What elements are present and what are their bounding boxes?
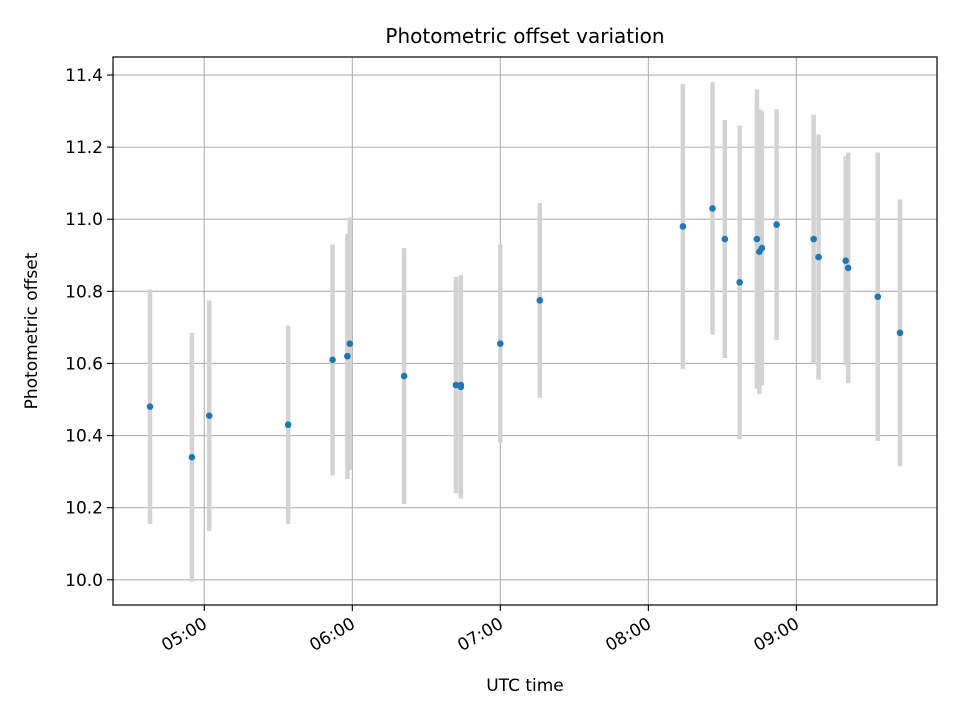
y-tick-label: 10.4 (65, 427, 103, 447)
y-tick-label: 11.0 (65, 210, 103, 230)
data-point (679, 223, 687, 230)
data-point (709, 205, 716, 212)
data-point (874, 293, 882, 301)
data-point (344, 352, 351, 360)
y-tick-label: 11.4 (65, 66, 103, 86)
data-point (753, 235, 761, 243)
data-point (346, 340, 354, 347)
plot-frame (112, 56, 938, 606)
y-axis-label: Photometric offset (22, 252, 42, 409)
grid (113, 57, 937, 605)
data-point (773, 221, 780, 228)
y-tick-label: 10.2 (65, 499, 103, 519)
data-point (736, 279, 743, 286)
data-point (721, 235, 729, 243)
data-point (188, 453, 196, 461)
x-axis-label: UTC time (486, 676, 564, 696)
data-point (284, 421, 292, 429)
data-point (146, 403, 154, 411)
data-point (497, 340, 504, 347)
data-point (896, 329, 904, 337)
y-tick-label: 10.8 (65, 282, 103, 302)
chart-title: Photometric offset variation (385, 24, 664, 48)
data-point (329, 356, 336, 364)
y-tick-label: 10.0 (65, 571, 103, 591)
data-point (815, 253, 822, 261)
data-point (842, 257, 850, 264)
data-point (810, 235, 817, 243)
data-point (457, 383, 465, 391)
data-point (758, 244, 766, 252)
data-point (205, 412, 213, 420)
y-tick-label: 10.6 (65, 354, 103, 374)
y-tick-label: 11.2 (65, 138, 103, 158)
data-points (146, 205, 904, 461)
data-point (536, 297, 544, 304)
data-point (400, 372, 408, 380)
data-point (844, 264, 852, 272)
